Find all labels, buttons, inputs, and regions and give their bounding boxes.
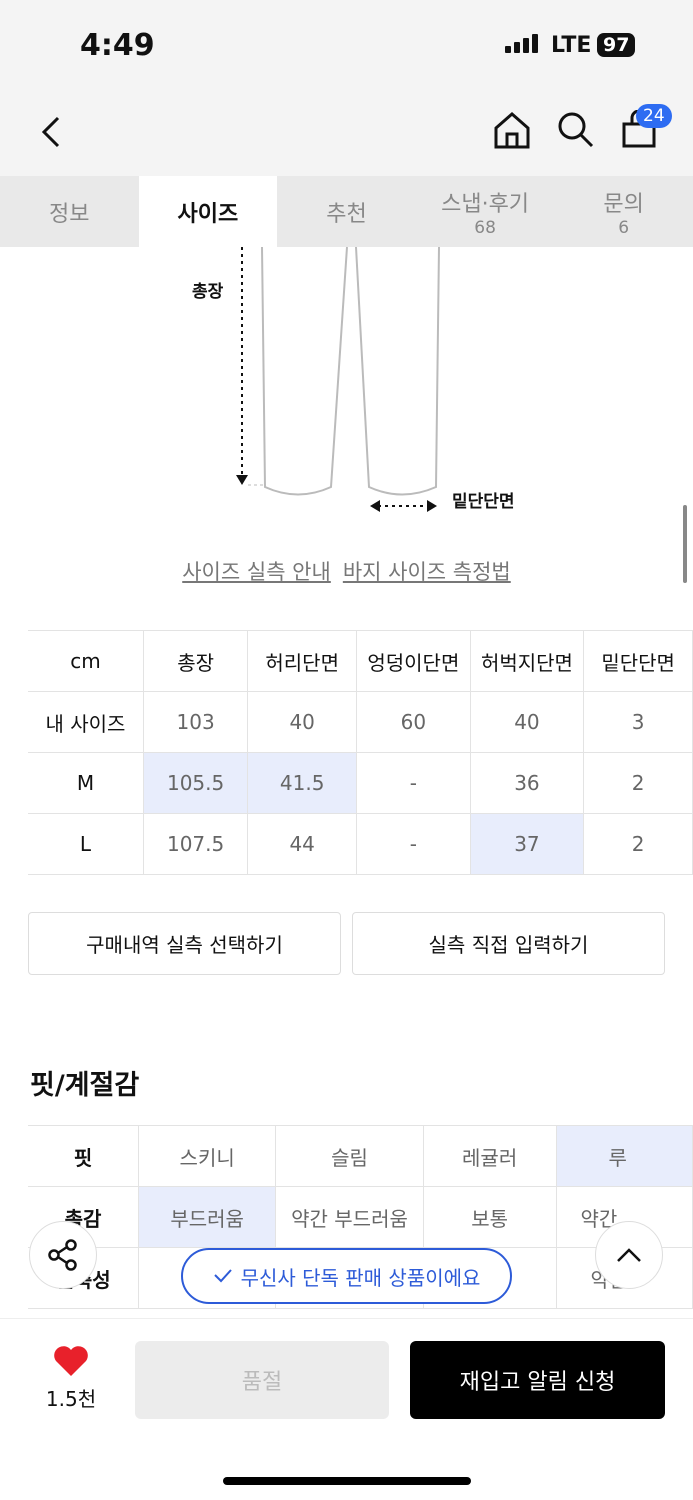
measure-guide-link[interactable]: 바지 사이즈 측정법 (342, 560, 511, 584)
bottom-action-bar: 1.5천 품절 재입고 알림 신청 (0, 1318, 693, 1500)
table-cell: 36 (469, 752, 585, 814)
table-cell: 레귤러 (422, 1125, 557, 1187)
table-header: 엉덩이단면 (356, 630, 471, 692)
purchase-history-button[interactable]: 구매내역 실측 선택하기 (28, 912, 341, 975)
table-cell: M (28, 752, 144, 814)
table-cell: 보통 (422, 1186, 557, 1248)
check-icon (213, 1269, 232, 1283)
size-links: 사이즈 실측 안내 바지 사이즈 측정법 (0, 556, 693, 586)
table-cell: 103 (142, 691, 249, 753)
tab-count: 68 (474, 217, 496, 238)
tab-label: 문의 (603, 191, 644, 217)
table-cell: 핏 (28, 1125, 140, 1187)
table-cell: 37 (469, 813, 585, 875)
size-diagram: 총장 밑단단면 (0, 246, 693, 547)
exclusive-text: 무신사 단독 판매 상품이에요 (240, 1265, 481, 1290)
tab-label: 사이즈 (177, 201, 239, 227)
tab-label: 스냅·후기 (441, 191, 530, 217)
table-cell: 60 (356, 691, 471, 753)
share-button[interactable] (29, 1221, 97, 1289)
tab-info[interactable]: 정보 (0, 176, 139, 247)
scroll-top-button[interactable] (595, 1221, 663, 1289)
table-cell: 슬림 (275, 1125, 424, 1187)
size-guide-link[interactable]: 사이즈 실측 안내 (182, 560, 331, 584)
soldout-button[interactable]: 품절 (135, 1341, 389, 1419)
signal-icon (505, 34, 538, 53)
table-cell: 루 (555, 1125, 693, 1187)
table-cell: 부드러움 (138, 1186, 277, 1248)
table-header: 총장 (142, 630, 249, 692)
table-cell: 40 (247, 691, 358, 753)
table-cell: 약간 부드러움 (275, 1186, 424, 1248)
tab-label: 추천 (326, 201, 367, 227)
pants-illustration (236, 246, 440, 512)
table-cell: - (356, 752, 471, 814)
share-icon (48, 1239, 77, 1271)
table-row: 촉감 부드러움 약간 부드러움 보통 약간 (28, 1186, 693, 1248)
table-cell: 내 사이즈 (28, 691, 144, 753)
clock: 4:49 (80, 28, 155, 63)
table-cell: 44 (247, 813, 358, 875)
tab-label: 정보 (49, 201, 90, 227)
table-cell: - (356, 813, 471, 875)
table-cell: 3 (583, 691, 693, 753)
table-row: M 105.5 41.5-36 2 (28, 752, 693, 814)
table-row: L 107.5 44-37 2 (28, 813, 693, 875)
fit-section-title: 핏/계절감 (30, 1070, 140, 1101)
heart-icon (54, 1346, 88, 1376)
hem-label: 밑단단면 (452, 492, 515, 512)
exclusive-badge: 무신사 단독 판매 상품이에요 (181, 1248, 512, 1304)
table-cell: 2 (583, 752, 693, 814)
table-header: 허벅지단면 (469, 630, 585, 692)
tab-recommend[interactable]: 추천 (277, 176, 416, 247)
tab-reviews[interactable]: 스냅·후기 68 (416, 176, 555, 247)
length-label: 총장 (192, 282, 224, 302)
like-button[interactable]: 1.5천 (36, 1345, 106, 1412)
table-cell: 2 (583, 813, 693, 875)
table-row: 핏 스키니 슬림 레귤러 루 (28, 1125, 693, 1187)
home-indicator (223, 1477, 471, 1485)
scrollbar[interactable] (683, 505, 687, 583)
table-cell: 107.5 (142, 813, 249, 875)
table-header: 허리단면 (247, 630, 358, 692)
table-header: cm (28, 630, 144, 692)
tab-qna[interactable]: 문의 6 (554, 176, 693, 247)
back-icon[interactable] (38, 114, 64, 150)
table-cell: 105.5 (142, 752, 249, 814)
network-label: LTE (551, 33, 592, 58)
table-cell: 촉감 (28, 1186, 140, 1248)
table-cell: L (28, 813, 144, 875)
size-table: cm 총장 허리단면 엉덩이단면 허벅지단면 밑단단면 내 사이즈 103 40 60… (28, 630, 693, 875)
home-icon[interactable] (492, 110, 532, 150)
section-tabs: 정보 사이즈 추천 스냅·후기 68 문의 6 (0, 176, 693, 247)
chevron-up-icon (617, 1248, 641, 1262)
tab-size[interactable]: 사이즈 (138, 176, 278, 247)
table-row: 내 사이즈 103 40 60 40 3 (28, 691, 693, 753)
like-count: 1.5천 (45, 1387, 97, 1411)
search-icon[interactable] (556, 110, 596, 150)
battery-icon: 97 (597, 33, 636, 57)
table-cell: 스키니 (138, 1125, 277, 1187)
table-header: 밑단단면 (583, 630, 693, 692)
cart-badge: 24 (636, 104, 672, 128)
manual-input-button[interactable]: 실측 직접 입력하기 (352, 912, 665, 975)
tab-count: 6 (618, 217, 630, 238)
status-bar: 4:49 LTE 97 (0, 0, 693, 92)
table-header-row: cm 총장 허리단면 엉덩이단면 허벅지단면 밑단단면 (28, 630, 693, 692)
restock-alert-button[interactable]: 재입고 알림 신청 (410, 1341, 665, 1419)
top-nav: 24 (0, 92, 693, 176)
table-cell: 40 (469, 691, 585, 753)
table-cell: 41.5 (247, 752, 358, 814)
